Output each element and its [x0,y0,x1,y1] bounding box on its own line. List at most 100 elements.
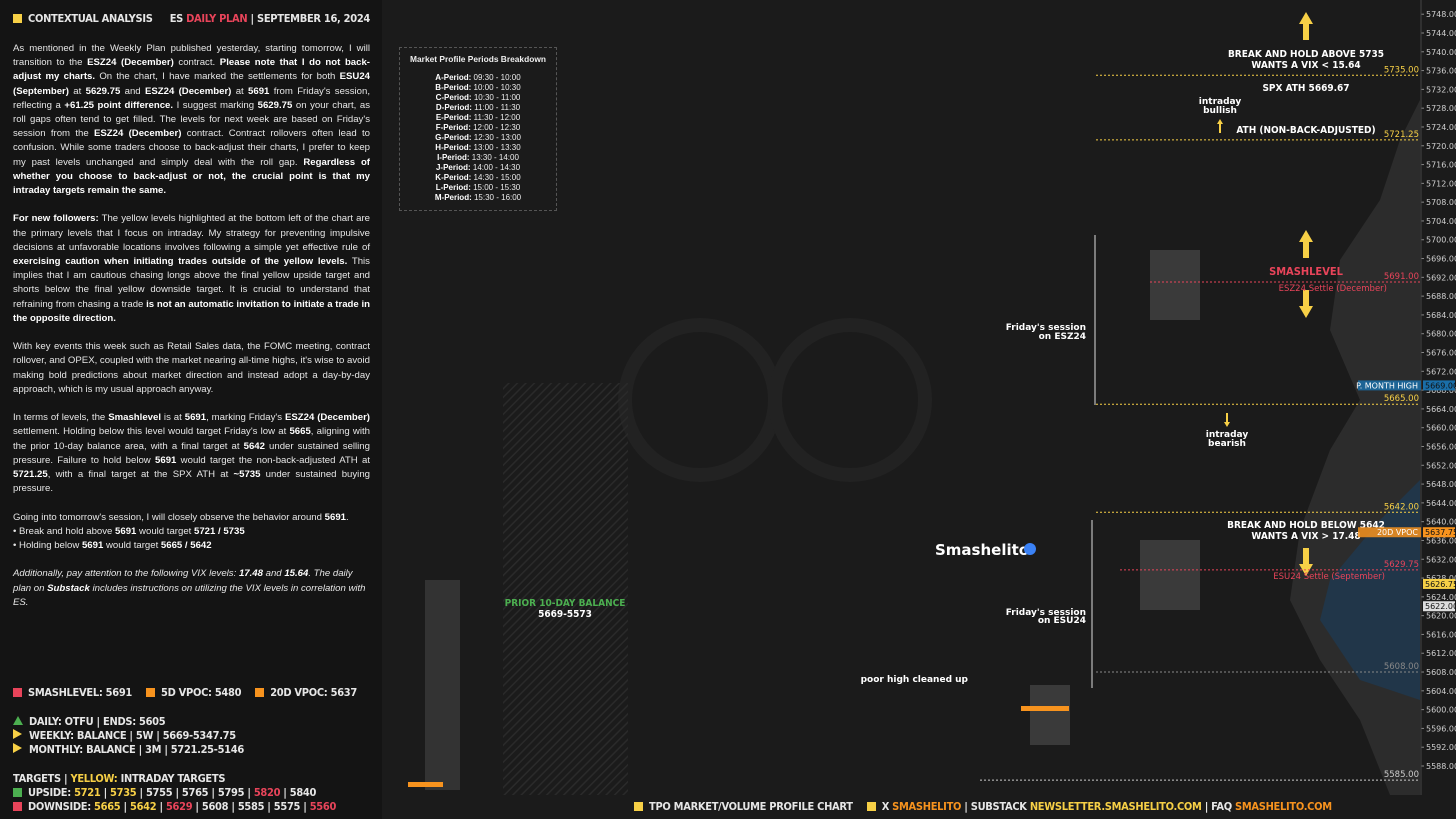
icon [13,715,23,725]
text-segment: . The daily plan on [13,568,353,594]
period-label: M-Period: [434,193,472,202]
summary-row: MONTHLY: BALANCE | 3M | 5721.25-5146 [13,743,357,757]
axis-label: 5668.00 [1426,386,1456,395]
period-label: L-Period: [435,183,471,192]
text-segment: , aligning with the prior 10-day balance… [13,426,370,452]
text-segment: ESU24 (September) [13,71,370,97]
axis-box [1423,601,1455,612]
axis-label: 5600.00 [1426,706,1456,715]
period: K-Period: 14:30 - 15:00 [400,173,556,183]
text-segment: ES [169,12,187,25]
text-segment: ESZ24 (December) [144,85,232,97]
icon [866,802,876,811]
header-title: CONTEXTUAL ANALYSIS [13,12,153,25]
text-segment: YELLOW: [70,771,118,785]
period-label: B-Period: [435,83,472,92]
paragraph: For new followers: The yellow levels hig… [13,212,370,326]
level-label: 5721.25 [1384,130,1419,140]
spacer [13,700,357,714]
axis-label: 5632.00 [1426,555,1456,564]
axis-label: 5644.00 [1426,499,1456,508]
axis-label: 5736.00 [1426,67,1456,76]
icon [13,743,22,754]
text-segment: contract. [173,57,220,69]
text-segment: 5665 [289,426,311,438]
text-segment: 5665 / 5642 [160,540,212,552]
period-label: G-Period: [435,133,472,142]
annotation: bearish [1208,439,1246,449]
period-time: 11:30 - 12:00 [473,113,521,122]
icon [13,728,22,739]
paragraph: As mentioned in the Weekly Plan publishe… [13,42,370,198]
period: L-Period: 15:00 - 15:30 [400,183,556,193]
axis-label: 5672.00 [1426,367,1456,376]
summary-item: WEEKLY: BALANCE | 5W | 5669-5347.75 [13,728,236,743]
icon [13,788,22,798]
footer-item: TPO MARKET/VOLUME PROFILE CHART [634,800,853,813]
annotation: BREAK AND HOLD BELOW 5642 [1227,520,1385,531]
text-segment: . [346,511,349,523]
axis-label: 5724.00 [1426,123,1456,132]
text-segment: SMASHELITO.COM [1235,800,1332,813]
text-segment: Smashlevel [108,412,161,424]
text-segment: 5735 [110,786,137,800]
annotation: bullish [1203,106,1237,116]
text-segment: ESZ24 (December) [284,412,370,424]
text-segment: 5691 [81,540,104,552]
level-label: 5585.00 [1384,770,1419,780]
period-time: 10:30 - 11:00 [473,93,521,102]
text-segment: Additionally, pay attention to the follo… [13,568,239,580]
watermark [768,318,932,482]
annotation: Friday's session [1006,608,1086,618]
title: CONTEXTUAL ANALYSIS [28,12,153,25]
text-segment: With key events this week such as Retail… [13,341,370,395]
text-segment: 5691 [184,412,207,424]
text-segment: is not an automatic invitation to initia… [13,298,370,324]
balance-zone [503,383,628,795]
summary-item: UPSIDE: 5721 | 5735 | 5755 | 5765 | 5795… [13,786,316,800]
text-segment: | SUBSTACK [961,800,1030,813]
summary-item: 5D VPOC: 5480 [146,686,241,700]
axis-box [1423,380,1455,391]
text-segment: Substack [47,582,90,594]
axis-box-tag [1358,527,1421,538]
text-segment: 17.48 [238,568,263,580]
axis-label: 5692.00 [1426,273,1456,282]
text-segment: Please note that I do not back-adjust my… [13,57,371,83]
summary-row: SMASHLEVEL: 5691 5D VPOC: 5480 20D VPOC: 5… [13,686,357,700]
text-segment: 5691 [155,454,177,466]
text-segment: , with a final target at the SPX ATH at [47,469,234,481]
axis-label: 5620.00 [1426,612,1456,621]
period-label: K-Period: [435,173,472,182]
period-label: E-Period: [435,113,472,122]
tpo-profile [1150,250,1200,320]
text-segment: WEEKLY: BALANCE | 5W | 5669-5347.75 [29,728,236,742]
axis-label: 5648.00 [1426,480,1456,489]
levels-and-axis: 5748.00 5744.00 5740.00 5736.00 5732.00 5728.… [980,0,1456,795]
annotation: on ESZ24 [1039,332,1086,342]
axis-label: 5740.00 [1426,48,1456,57]
summary-row: DAILY: OTFU | ENDS: 5605 [13,715,357,729]
period-time: 10:00 - 10:30 [473,83,521,92]
summary-row: WEEKLY: BALANCE | 5W | 5669-5347.75 [13,728,357,743]
paragraph: With key events this week such as Retail… [13,340,370,397]
summary-item: DOWNSIDE: 5665 | 5642 | 5629 | 5608 | 55… [13,800,336,814]
text-segment: 5629.75 [85,85,121,97]
period-time: 12:00 - 12:30 [473,123,521,132]
text-segment: | 5840 [280,786,317,800]
verified-badge [1024,543,1036,555]
text-segment: on your chart, as roll gaps often tend t… [13,99,370,140]
period: M-Period: 15:30 - 16:00 [400,193,556,203]
text-segment: ESZ24 (December) [87,57,174,69]
vpoc-bar [408,782,443,787]
text-segment: exercising caution when initiating trade… [13,256,348,268]
axis-label: 5612.00 [1426,649,1456,658]
axis-label: 5592.00 [1426,743,1456,752]
footer: TPO MARKET/VOLUME PROFILE CHART X SMASHEL… [634,800,1332,813]
session-notes: Going into tomorrow's session, I will cl… [13,511,370,554]
text-segment: 5721 [74,786,101,800]
text-segment: 5642 [129,800,157,814]
text-segment: and [262,568,285,580]
axis-label: 5604.00 [1426,687,1456,696]
